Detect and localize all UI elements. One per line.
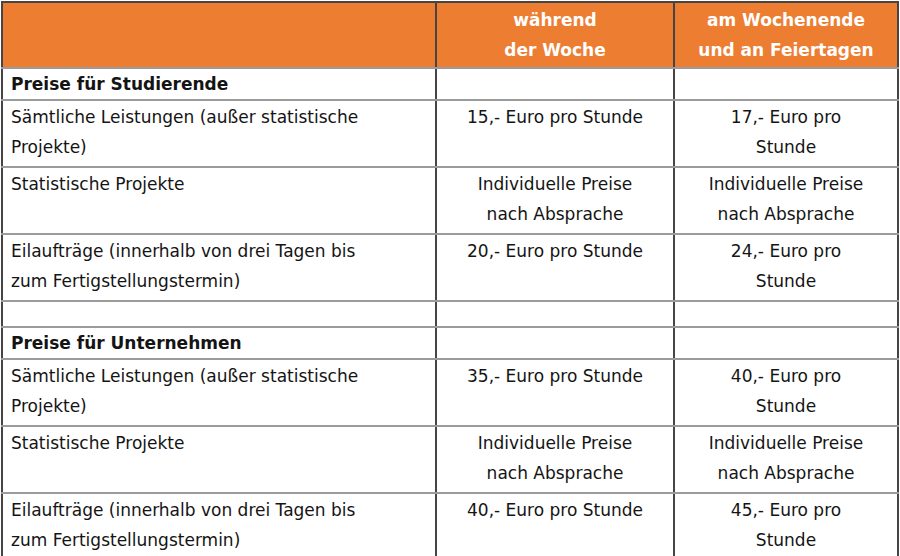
table-cell: 45,- Euro pro Stunde [674,493,898,556]
table-cell: 17,- Euro pro Stunde [674,100,898,167]
table-cell: Individuelle Preise nach Absprache [674,426,898,493]
column-header-weekday: während der Woche [436,2,674,68]
table-cell: Individuelle Preise nach Absprache [436,167,674,234]
table-body: Preise für StudierendeSämtliche Leistung… [2,68,898,556]
header-row: während der Wocheam Wochenende und an Fe… [2,2,898,68]
column-header-weekend: am Wochenende und an Feiertagen [674,2,898,68]
table-cell: Statistische Projekte [2,426,436,493]
table-cell [436,327,674,359]
table-cell [674,301,898,327]
table-cell: Eilaufträge (innerhalb von drei Tagen bi… [2,234,436,301]
column-header-service [2,2,436,68]
table-cell: 35,- Euro pro Stunde [436,359,674,426]
table-cell: 24,- Euro pro Stunde [674,234,898,301]
data-row: Eilaufträge (innerhalb von drei Tagen bi… [2,493,898,556]
data-row: Sämtliche Leistungen (außer statistische… [2,359,898,426]
table-cell: Individuelle Preise nach Absprache [674,167,898,234]
table-cell: Statistische Projekte [2,167,436,234]
spacer-row [2,301,898,327]
section-title-cell: Preise für Unternehmen [2,327,436,359]
table-cell [674,327,898,359]
table-cell [436,68,674,100]
section-row: Preise für Unternehmen [2,327,898,359]
table-cell: Eilaufträge (innerhalb von drei Tagen bi… [2,493,436,556]
table-cell: Sämtliche Leistungen (außer statistische… [2,359,436,426]
data-row: Eilaufträge (innerhalb von drei Tagen bi… [2,234,898,301]
table-cell: Individuelle Preise nach Absprache [436,426,674,493]
table-cell: 20,- Euro pro Stunde [436,234,674,301]
table-cell [2,301,436,327]
table-cell [674,68,898,100]
data-row: Statistische ProjekteIndividuelle Preise… [2,426,898,493]
pricing-page: während der Wocheam Wochenende und an Fe… [0,0,900,556]
section-row: Preise für Studierende [2,68,898,100]
table-cell: 40,- Euro pro Stunde [674,359,898,426]
section-title-cell: Preise für Studierende [2,68,436,100]
table-cell: 40,- Euro pro Stunde [436,493,674,556]
pricing-table: während der Wocheam Wochenende und an Fe… [1,1,899,556]
table-cell [436,301,674,327]
table-cell: 15,- Euro pro Stunde [436,100,674,167]
data-row: Statistische ProjekteIndividuelle Preise… [2,167,898,234]
data-row: Sämtliche Leistungen (außer statistische… [2,100,898,167]
table-cell: Sämtliche Leistungen (außer statistische… [2,100,436,167]
table-header: während der Wocheam Wochenende und an Fe… [2,2,898,68]
